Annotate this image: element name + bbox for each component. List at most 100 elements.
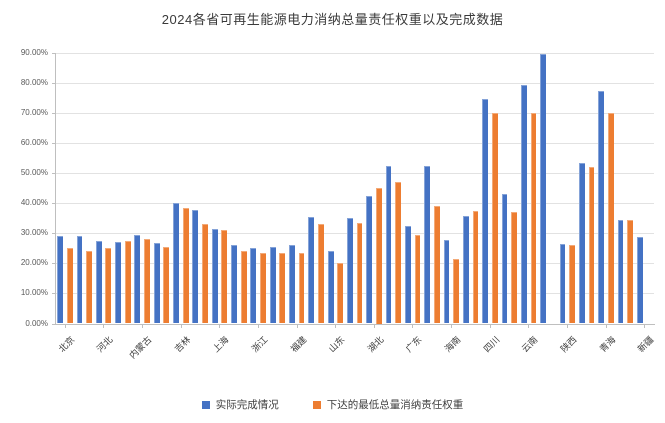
y-axis-tick: [52, 143, 55, 145]
y-axis-tick: [52, 233, 55, 235]
bar-assigned-山西: [124, 240, 131, 324]
bar-actual-安徽: [269, 247, 276, 324]
bar-assigned-河南: [356, 222, 363, 324]
y-axis-tick: [52, 203, 55, 205]
y-axis-tick-label: 0.00%: [25, 318, 48, 328]
legend-item-actual: 实际完成情况: [201, 397, 279, 412]
bar-actual-河北: [95, 241, 102, 324]
bar-actual-西藏: [540, 53, 547, 324]
x-axis-tick: [103, 324, 105, 328]
bar-actual-甘肃: [578, 163, 585, 324]
bar-assigned-黑龙江: [202, 224, 208, 324]
gridline: [55, 53, 654, 54]
bar-assigned-广东: [414, 234, 421, 324]
bar-assigned-福建: [298, 252, 305, 324]
x-axis-tick-label: 上海: [210, 333, 231, 354]
bar-assigned-浙江: [260, 252, 266, 324]
gridline: [55, 173, 654, 175]
bar-actual-天津: [76, 236, 83, 324]
bar-assigned-青海: [607, 113, 614, 324]
x-axis-tick-label: 湖北: [365, 333, 386, 354]
gridline: [55, 263, 654, 265]
y-axis-tick-label: 80.00%: [20, 78, 48, 88]
x-axis-tick: [528, 324, 530, 328]
y-axis-line: [55, 53, 56, 324]
bar-actual-湖北: [366, 196, 373, 324]
y-axis-tick: [52, 263, 55, 265]
bar-actual-上海: [211, 229, 218, 324]
bar-actual-贵州: [501, 194, 508, 324]
bar-actual-内蒙古: [134, 234, 141, 324]
bar-actual-新疆: [636, 236, 643, 324]
bar-assigned-贵州: [511, 212, 518, 324]
bar-actual-广东: [405, 225, 411, 324]
bar-assigned-云南: [530, 113, 537, 324]
bar-actual-吉林: [173, 203, 179, 324]
legend-label-assigned: 下达的最低总量消纳责任权重: [326, 399, 464, 411]
x-axis-tick: [219, 324, 221, 328]
y-axis-tick: [52, 323, 55, 325]
bar-actual-辽宁: [153, 242, 160, 324]
bar-assigned-河北: [105, 248, 112, 324]
legend-label-actual: 实际完成情况: [215, 399, 279, 411]
gridline: [55, 83, 654, 85]
x-axis-tick: [644, 324, 646, 328]
bar-assigned-上海: [221, 230, 228, 324]
bar-assigned-四川: [491, 113, 498, 324]
gridline: [55, 293, 654, 295]
legend-swatch-assigned: [312, 400, 321, 409]
x-axis-tick: [605, 324, 607, 328]
x-axis-tick: [489, 324, 491, 328]
x-axis-tick-label: 北京: [56, 333, 77, 354]
bar-assigned-广西: [433, 206, 440, 324]
legend-swatch-actual: [201, 400, 210, 409]
bar-assigned-北京: [66, 248, 73, 324]
bar-actual-湖南: [385, 165, 392, 324]
y-axis-tick: [52, 83, 55, 85]
x-axis-tick-label: 四川: [481, 333, 502, 354]
y-axis-tick-label: 60.00%: [20, 138, 48, 148]
x-axis-tick: [141, 324, 143, 328]
y-axis-tick: [52, 173, 55, 175]
bar-assigned-重庆: [472, 210, 479, 324]
x-axis-tick: [180, 324, 182, 328]
bar-assigned-陕西: [569, 245, 575, 324]
x-axis-tick-label: 吉林: [172, 333, 193, 354]
bar-actual-广西: [424, 166, 431, 324]
y-axis-tick-label: 30.00%: [20, 228, 48, 238]
bar-actual-山西: [115, 242, 121, 324]
gridline: [55, 113, 654, 115]
bar-assigned-宁夏: [627, 219, 633, 324]
bar-assigned-江西: [317, 224, 324, 324]
bar-actual-宁夏: [617, 220, 624, 324]
bar-assigned-安徽: [279, 252, 286, 324]
chart-title: 2024各省可再生能源电力消纳总量责任权重以及完成数据: [161, 12, 504, 27]
x-axis-tick-label: 海南: [442, 333, 463, 354]
bar-assigned-内蒙古: [144, 239, 150, 324]
x-axis-tick-label: 云南: [520, 333, 540, 354]
gridline: [55, 233, 654, 235]
x-axis-tick-label: 浙江: [249, 333, 270, 354]
bar-actual-山东: [327, 250, 334, 324]
x-axis-tick-label: 内蒙古: [127, 333, 154, 361]
bar-assigned-辽宁: [163, 246, 170, 324]
bar-assigned-甘肃: [588, 167, 595, 324]
legend: 实际完成情况 下达的最低总量消纳责任权重: [0, 397, 665, 412]
bar-actual-河南: [347, 218, 353, 324]
bar-actual-北京: [57, 235, 63, 324]
y-axis-tick-label: 70.00%: [20, 108, 48, 118]
gridline: [55, 143, 654, 145]
bar-assigned-吉林: [182, 207, 189, 324]
y-axis-tick-label: 10.00%: [20, 288, 48, 298]
bar-assigned-江苏: [240, 251, 247, 324]
bar-actual-重庆: [462, 215, 469, 324]
legend-item-assigned: 下达的最低总量消纳责任权重: [312, 397, 464, 412]
x-axis-tick: [296, 324, 298, 328]
x-axis-tick: [451, 324, 453, 328]
bar-actual-福建: [289, 245, 295, 324]
bar-actual-海南: [443, 239, 450, 324]
y-axis-tick: [52, 293, 55, 295]
x-axis-tick-label: 山东: [326, 333, 347, 354]
x-axis-tick: [412, 324, 414, 328]
